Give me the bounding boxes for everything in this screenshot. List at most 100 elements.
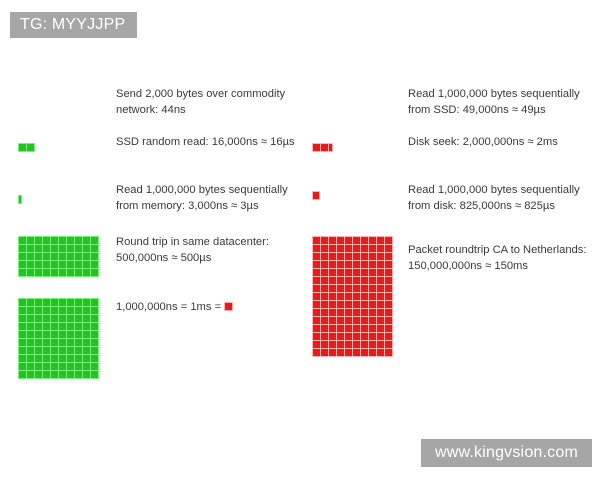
grid-cell — [43, 261, 50, 268]
grid-cell — [321, 277, 328, 284]
grid-cell — [361, 349, 368, 356]
grid-cell — [337, 341, 344, 348]
grid-cell — [329, 285, 336, 292]
grid-cell — [345, 317, 352, 324]
grid-cell — [67, 307, 74, 314]
grid-cell — [67, 355, 74, 362]
square-grid-red-1 — [312, 191, 320, 200]
caption-memory-read: Read 1,000,000 bytes sequentially from m… — [116, 184, 288, 212]
grid-cell — [353, 253, 360, 260]
grid-cell — [59, 261, 66, 268]
grid-cell — [75, 299, 82, 306]
grid-cell — [51, 299, 58, 306]
grid-cell — [377, 349, 384, 356]
grid-cell — [43, 237, 50, 244]
grid-cell — [59, 363, 66, 370]
grid-cell — [75, 347, 82, 354]
grid-cell — [345, 293, 352, 300]
grid-cell — [385, 285, 392, 292]
viz-memory-read — [18, 191, 22, 209]
grid-cell — [377, 253, 384, 260]
grid-cell — [321, 293, 328, 300]
grid-cell — [337, 237, 344, 244]
grid-cell — [385, 277, 392, 284]
grid-cell — [59, 331, 66, 338]
grid-cell — [337, 253, 344, 260]
grid-cell — [83, 261, 90, 268]
grid-cell — [385, 309, 392, 316]
grid-cell — [43, 299, 50, 306]
grid-cell — [67, 347, 74, 354]
grid-cell — [19, 363, 26, 370]
grid-cell — [353, 277, 360, 284]
grid-cell — [313, 192, 319, 199]
grid-cell — [83, 245, 90, 252]
grid-cell — [337, 269, 344, 276]
grid-cell — [369, 237, 376, 244]
caption-datacenter-roundtrip: Round trip in same datacenter: 500,000ns… — [116, 236, 269, 264]
grid-cell — [337, 245, 344, 252]
grid-cell — [35, 371, 42, 378]
grid-cell — [353, 341, 360, 348]
grid-cell — [75, 331, 82, 338]
grid-cell — [43, 307, 50, 314]
grid-cell — [19, 261, 26, 268]
grid-cell — [59, 253, 66, 260]
grid-cell — [35, 323, 42, 330]
grid-cell — [377, 301, 384, 308]
grid-cell — [369, 301, 376, 308]
viz-ssd-random-read — [18, 143, 35, 152]
grid-cell — [35, 237, 42, 244]
grid-cell — [377, 277, 384, 284]
grid-cell — [313, 253, 320, 260]
grid-cell — [27, 355, 34, 362]
grid-cell — [385, 317, 392, 324]
grid-cell — [59, 371, 66, 378]
grid-cell — [321, 333, 328, 340]
grid-cell — [43, 331, 50, 338]
grid-cell — [35, 331, 42, 338]
grid-cell — [19, 315, 26, 322]
grid-cell — [353, 301, 360, 308]
watermark-bottom: www.kingvsion.com — [420, 439, 592, 467]
grid-cell — [361, 293, 368, 300]
grid-cell — [67, 371, 74, 378]
grid-cell — [75, 371, 82, 378]
grid-cell — [329, 333, 336, 340]
grid-cell — [345, 309, 352, 316]
grid-cell — [321, 317, 328, 324]
grid-cell — [329, 245, 336, 252]
grid-cell — [35, 261, 42, 268]
grid-cell — [19, 331, 26, 338]
grid-cell — [59, 245, 66, 252]
grid-cell — [83, 237, 90, 244]
grid-cell — [321, 237, 328, 244]
viz-disk-seek — [312, 143, 333, 152]
watermark-top-label: TG: MYYJJPP — [20, 16, 126, 33]
grid-cell — [329, 253, 336, 260]
grid-cell — [51, 355, 58, 362]
grid-cell — [329, 349, 336, 356]
grid-cell — [51, 269, 58, 276]
latency-row-ssd-random-read: SSD random read: 16,000ns ≈ 16µs — [8, 134, 298, 182]
grid-cell — [313, 144, 320, 151]
grid-cell — [369, 341, 376, 348]
grid-cell — [313, 317, 320, 324]
grid-cell — [91, 237, 98, 244]
grid-cell — [377, 317, 384, 324]
grid-cell — [43, 355, 50, 362]
grid-cell — [91, 315, 98, 322]
grid-cell — [91, 261, 98, 268]
grid-cell — [337, 277, 344, 284]
grid-cell — [377, 245, 384, 252]
grid-cell — [337, 349, 344, 356]
grid-cell — [353, 333, 360, 340]
grid-cell — [313, 341, 320, 348]
grid-cell — [369, 333, 376, 340]
grid-cell — [361, 317, 368, 324]
grid-cell — [337, 301, 344, 308]
grid-cell — [91, 339, 98, 346]
grid-cell — [345, 325, 352, 332]
grid-cell — [377, 285, 384, 292]
grid-cell — [27, 363, 34, 370]
